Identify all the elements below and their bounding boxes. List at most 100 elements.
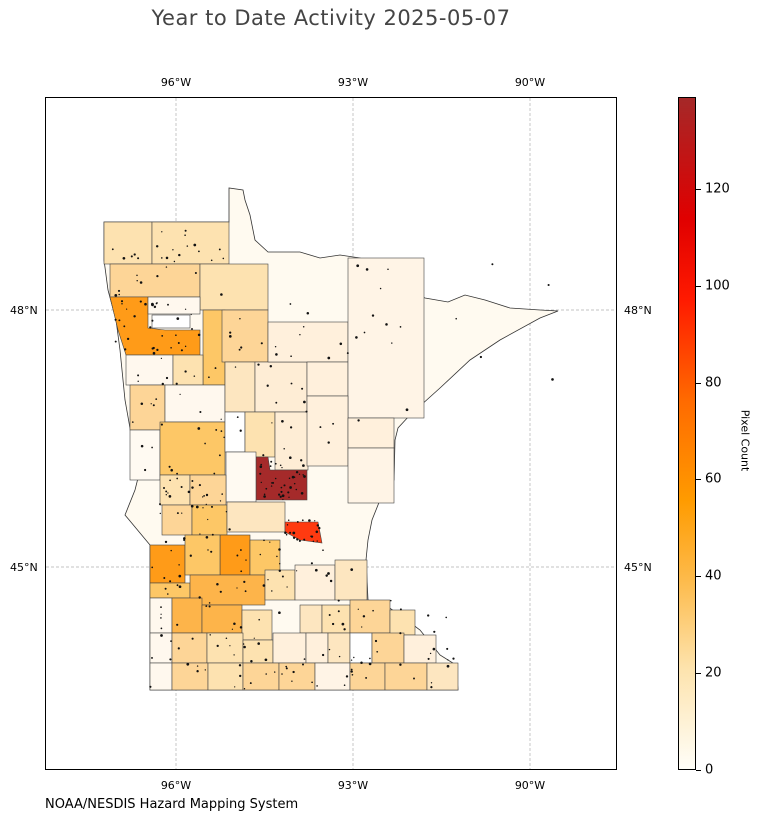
county [224, 361, 256, 413]
detection-point [190, 313, 192, 316]
detection-point [269, 465, 272, 467]
detection-point [137, 374, 140, 377]
county [224, 411, 246, 453]
detection-point [198, 250, 200, 253]
detection-point [178, 574, 182, 578]
detection-point [184, 370, 187, 373]
detection-point [391, 342, 393, 344]
county [147, 296, 201, 315]
detection-point [228, 335, 232, 338]
detection-point [210, 259, 213, 262]
detection-point [239, 549, 242, 551]
detection-point [274, 671, 276, 673]
detection-point [278, 493, 281, 496]
county [191, 504, 228, 536]
detection-point [124, 348, 127, 351]
detection-point [279, 495, 282, 498]
detection-point [191, 480, 194, 482]
detection-point [368, 662, 372, 666]
detection-point [210, 505, 214, 508]
detection-point [229, 331, 232, 334]
county [171, 662, 209, 691]
detection-point [175, 382, 178, 385]
detection-point [236, 554, 239, 557]
county [172, 354, 204, 386]
county [384, 662, 428, 691]
detection-point [325, 574, 328, 577]
detection-point [238, 348, 241, 351]
county [241, 609, 273, 641]
detection-point [296, 538, 299, 541]
detection-point [319, 426, 322, 429]
detection-point [176, 584, 179, 587]
detection-point [353, 656, 355, 659]
detection-point [278, 569, 282, 573]
detection-point [225, 637, 228, 639]
detection-point [151, 347, 154, 350]
detection-point [341, 622, 345, 626]
county [264, 569, 296, 601]
detection-point [219, 500, 222, 502]
detection-point [360, 661, 363, 665]
detection-point [264, 658, 268, 662]
county [306, 395, 349, 467]
detection-point [137, 380, 139, 383]
detection-point [137, 257, 140, 260]
detection-point [199, 410, 202, 414]
detection-point [275, 353, 278, 356]
detection-point [356, 264, 360, 268]
detection-point [316, 685, 318, 687]
detection-point [186, 662, 190, 666]
county [189, 574, 266, 606]
detection-point [288, 456, 292, 460]
detection-point [210, 550, 213, 553]
detection-point [385, 323, 388, 326]
county [201, 604, 243, 634]
detection-point [331, 622, 335, 626]
detection-point [274, 477, 277, 480]
detection-point [191, 486, 194, 489]
detection-point [126, 308, 128, 310]
detection-point [259, 472, 262, 475]
detection-point [220, 418, 222, 420]
detection-point [161, 231, 163, 233]
detection-point [447, 659, 449, 661]
detection-point [186, 245, 189, 247]
detection-point [275, 401, 278, 404]
detection-point [164, 587, 167, 590]
detection-point [225, 510, 228, 513]
colorbar-title: Pixel Count [738, 409, 752, 472]
detection-point [287, 519, 290, 522]
detection-point [231, 628, 234, 630]
detection-point [405, 408, 409, 412]
detection-point [160, 357, 163, 360]
detection-point [183, 539, 186, 541]
detection-point [250, 659, 253, 663]
detection-point [191, 328, 193, 330]
detection-point [194, 271, 197, 275]
detection-point [205, 503, 207, 506]
detection-point [207, 518, 209, 521]
county [389, 609, 416, 636]
detection-point [165, 494, 167, 496]
detection-point [163, 487, 165, 489]
detection-point [337, 610, 340, 613]
detection-point [260, 463, 263, 466]
county [349, 662, 386, 691]
detection-point [282, 498, 284, 501]
detection-point [295, 488, 298, 491]
detection-point [184, 234, 186, 236]
detection-point [234, 686, 236, 688]
detection-point [279, 563, 281, 565]
detection-point [343, 628, 346, 631]
detection-point [151, 302, 154, 306]
county [349, 632, 373, 664]
detection-point [152, 404, 155, 407]
detection-point [168, 495, 172, 498]
detection-point [234, 366, 237, 368]
county [347, 417, 395, 449]
detection-point [164, 540, 168, 544]
detection-point [362, 615, 366, 618]
detection-point [196, 665, 199, 667]
county [403, 634, 437, 664]
